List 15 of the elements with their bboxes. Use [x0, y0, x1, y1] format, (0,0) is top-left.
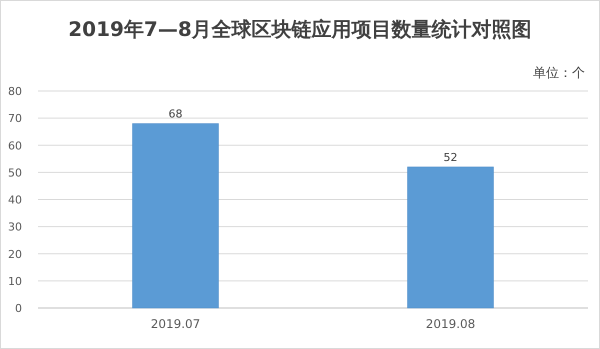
text: 单位：个 [533, 66, 585, 81]
data-label: 52 [444, 150, 458, 164]
data-label: 68 [168, 108, 182, 121]
x-tick-label: 2019.07 [150, 317, 200, 331]
y-tick-label: 70 [8, 112, 22, 126]
chart-title: 2019年7—8月全球区块链应用项目数量统计对照图 [68, 17, 532, 41]
x-tick-label: 2019.08 [426, 317, 476, 331]
y-tick-label: 30 [8, 220, 22, 234]
y-tick-label: 40 [8, 194, 22, 206]
y-tick-label: 20 [8, 248, 22, 261]
y-tick-label: 50 [8, 166, 22, 180]
y-tick-label: 10 [8, 274, 22, 288]
y-tick-label: 0 [15, 302, 22, 315]
y-tick-label: 60 [8, 139, 22, 152]
y-tick-label: 80 [8, 85, 22, 98]
